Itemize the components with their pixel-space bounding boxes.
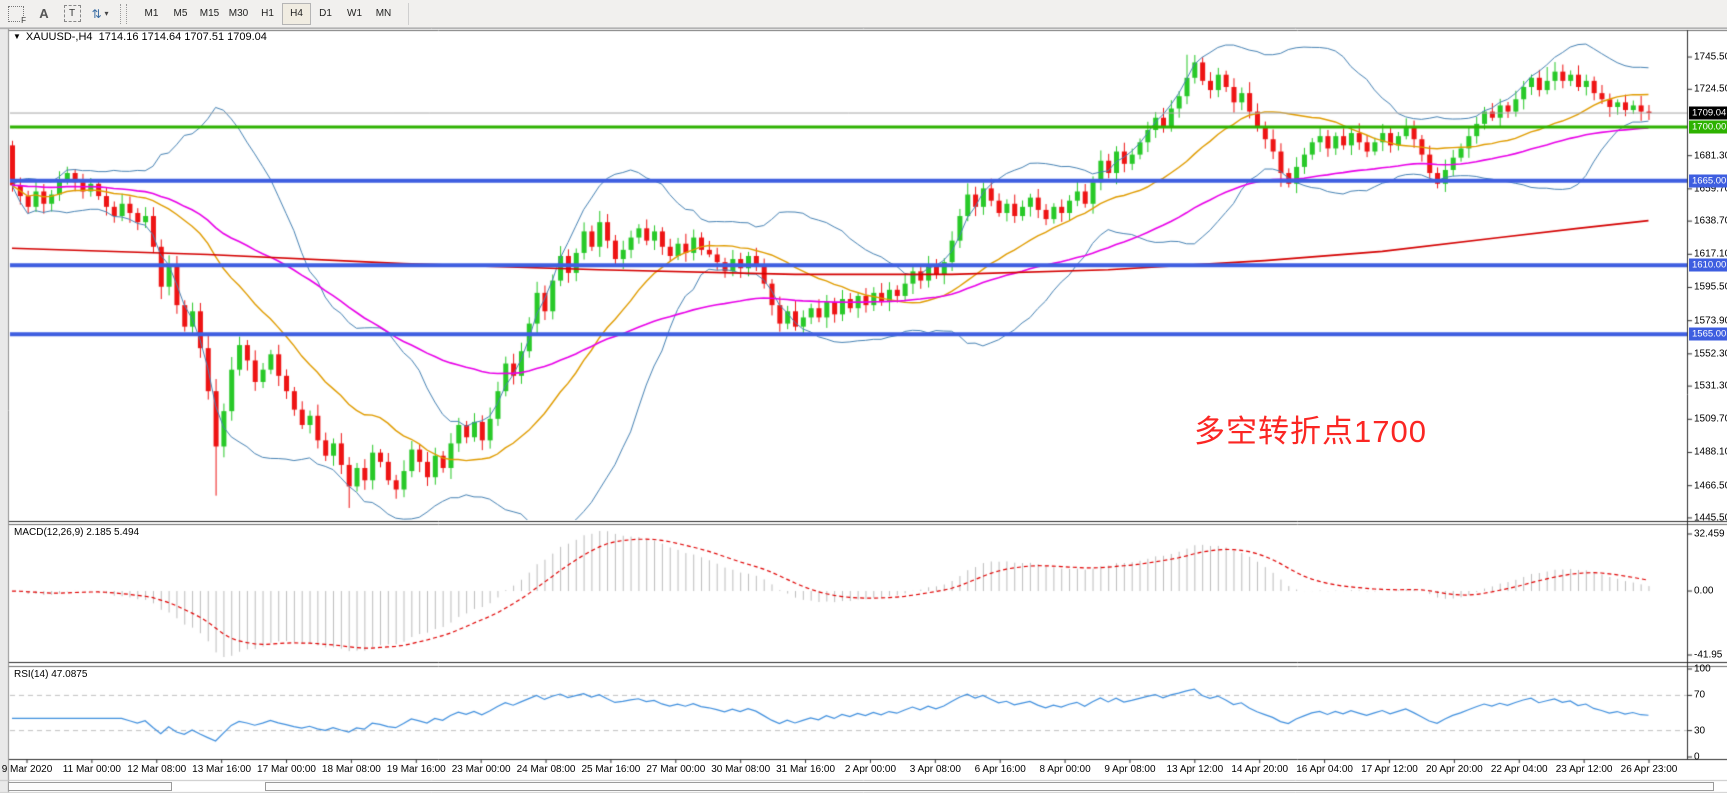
time-axis-label: 18 Mar 08:00: [321, 764, 381, 775]
price-tick-label: 1531.30: [1694, 380, 1727, 392]
rsi-axis-label: 100: [1694, 663, 1711, 675]
timeframe-button-m30[interactable]: M30: [228, 7, 249, 19]
time-axis-label: 26 Apr 23:00: [1620, 764, 1678, 775]
timeframe-button-h4[interactable]: H4: [282, 2, 311, 25]
price-tick-label: 1617.10: [1694, 248, 1727, 260]
toolbar-separator: [408, 2, 409, 25]
time-axis-label: 17 Mar 00:00: [257, 764, 316, 775]
chart-text-annotation: 多空转折点1700: [1194, 414, 1427, 449]
current-price-badge: 1709.04: [1689, 106, 1727, 120]
time-axis-label: 22 Apr 04:00: [1490, 764, 1548, 775]
timeframe-button-mn[interactable]: MN: [375, 7, 392, 19]
time-axis-label: 27 Mar 00:00: [646, 764, 706, 775]
text-label-tool-icon[interactable]: A: [32, 3, 56, 25]
time-axis-label: 13 Mar 16:00: [192, 764, 252, 775]
rsi-axis-label: 70: [1694, 689, 1706, 701]
time-axis-label: 13 Apr 12:00: [1166, 764, 1224, 775]
price-tick-label: 1659.70: [1694, 183, 1727, 195]
time-axis-label: 16 Apr 04:00: [1296, 764, 1353, 775]
symbol-marker-icon: ▼: [13, 32, 21, 41]
time-axis-label: 3 Apr 08:00: [909, 764, 961, 775]
time-axis-label: 25 Mar 16:00: [581, 764, 641, 775]
time-axis-label: 31 Mar 16:00: [776, 764, 836, 775]
macd-axis-label: 32.459: [1694, 528, 1725, 540]
toolbar-grip[interactable]: [120, 3, 127, 24]
rsi-indicator-label: RSI(14) 47.0875: [14, 669, 88, 680]
price-tick-label: 1573.90: [1694, 315, 1727, 327]
ohlc-values: 1714.16 1714.64 1707.51 1709.04: [98, 31, 267, 43]
time-axis-label: 19 Mar 16:00: [386, 764, 446, 775]
drawing-tools-group: F A T ⇅ ▾: [0, 3, 112, 25]
chart-title: ▼ XAUUSD-,H4 1714.16 1714.64 1707.51 1709…: [13, 31, 267, 43]
price-tick-label: 1509.70: [1694, 413, 1727, 425]
timeframe-button-m15[interactable]: M15: [199, 7, 220, 19]
macd-axis-label: 0.00: [1694, 585, 1714, 597]
timeframe-button-m1[interactable]: M1: [144, 7, 159, 19]
text-label-glyph: A: [39, 6, 49, 21]
time-axis-label: 24 Mar 08:00: [516, 764, 576, 775]
text-tool-icon[interactable]: T: [60, 3, 84, 25]
fibonacci-letter: F: [20, 15, 27, 25]
timeframe-button-h1[interactable]: H1: [261, 7, 274, 19]
text-box-glyph: T: [63, 5, 81, 22]
macd-axis-label: -41.95: [1694, 649, 1723, 661]
arrows-glyph: ⇅: [91, 6, 102, 21]
time-axis-label: 2 Apr 00:00: [844, 764, 897, 775]
dropdown-caret-icon: ▾: [104, 9, 109, 18]
time-axis-label: 23 Mar 00:00: [451, 764, 511, 775]
level-price-badge-1665: 1665.00: [1689, 174, 1727, 188]
time-axis-label: 9 Apr 08:00: [1104, 764, 1156, 775]
level-price-badge-1610: 1610.00: [1689, 258, 1727, 272]
fibonacci-tool-icon[interactable]: F: [4, 3, 28, 25]
price-tick-label: 1745.50: [1694, 51, 1727, 63]
arrow-objects-tool-icon[interactable]: ⇅ ▾: [88, 3, 112, 25]
toolbar: F A T ⇅ ▾ M1 M5 M15 M30 H1 H4 D1 W1 MN: [0, 0, 1727, 28]
time-axis-label: 20 Apr 20:00: [1426, 764, 1483, 775]
time-axis-label: 30 Mar 08:00: [711, 764, 771, 775]
level-price-badge-1565: 1565.00: [1689, 327, 1727, 341]
price-tick-label: 1681.30: [1694, 150, 1727, 162]
time-axis-label: 14 Apr 20:00: [1231, 764, 1289, 775]
price-tick-label: 1466.50: [1694, 480, 1727, 492]
time-axis-label: 23 Apr 12:00: [1555, 764, 1613, 775]
scrollbar-segment-left[interactable]: [8, 782, 172, 791]
time-axis-label: 8 Apr 00:00: [1039, 764, 1091, 775]
rsi-axis-label: 30: [1694, 725, 1706, 737]
timeframe-button-w1[interactable]: W1: [347, 7, 362, 19]
rsi-axis-label: 0: [1694, 751, 1700, 763]
timeframe-button-d1[interactable]: D1: [319, 7, 332, 19]
timeframe-button-m5[interactable]: M5: [173, 7, 188, 19]
price-tick-label: 1445.50: [1694, 512, 1727, 524]
price-tick-label: 1552.30: [1694, 348, 1727, 360]
level-price-badge-1700: 1700.00: [1689, 120, 1727, 134]
timeframe-toolbar: M1 M5 M15 M30 H1 H4 D1 W1 MN: [137, 2, 398, 25]
time-axis-label: 6 Apr 16:00: [974, 764, 1026, 775]
price-tick-label: 1488.10: [1694, 446, 1727, 458]
macd-indicator-label: MACD(12,26,9) 2.185 5.494: [14, 527, 140, 538]
time-axis-label: 9 Mar 2020: [1, 764, 53, 775]
price-tick-label: 1724.50: [1694, 83, 1727, 95]
time-axis-label: 17 Apr 12:00: [1361, 764, 1418, 775]
time-axis-label: 11 Mar 00:00: [62, 764, 121, 775]
fibonacci-grid-glyph: F: [8, 5, 27, 25]
symbol-timeframe-label: XAUUSD-,H4: [25, 31, 93, 43]
price-tick-label: 1638.70: [1694, 215, 1727, 227]
scrollbar-thumb[interactable]: [265, 782, 1714, 791]
price-tick-label: 1595.50: [1694, 281, 1727, 293]
time-axis-label: 12 Mar 08:00: [127, 764, 187, 775]
